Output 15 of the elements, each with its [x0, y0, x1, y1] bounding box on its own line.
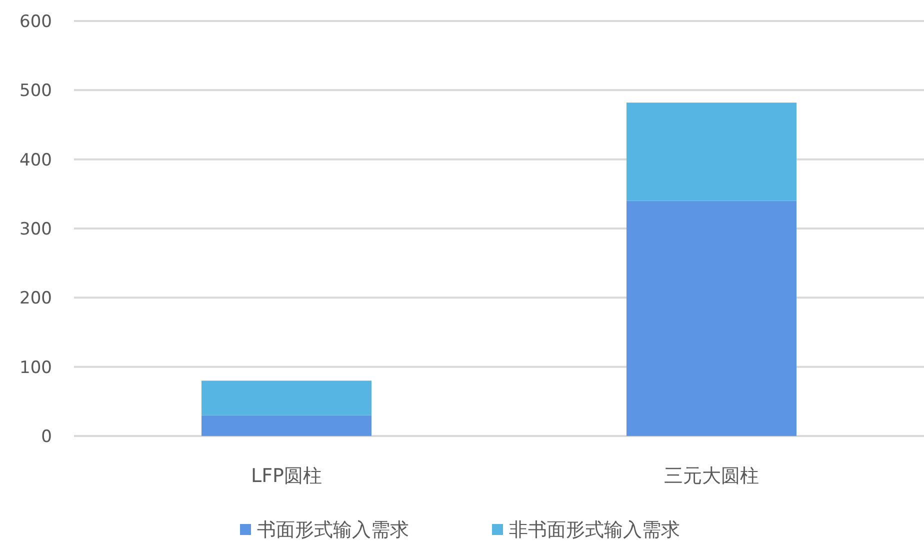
y-tick-label: 300 [20, 220, 52, 240]
x-tick-label: LFP圆柱 [251, 465, 322, 487]
bar [626, 200, 796, 436]
bar [626, 102, 796, 201]
bar [202, 415, 372, 436]
y-tick-label: 100 [20, 358, 52, 378]
x-tick-label: 三元大圆柱 [664, 465, 759, 487]
y-tick-label: 200 [20, 288, 52, 309]
y-tick-label: 400 [20, 150, 52, 170]
y-tick-label: 0 [41, 427, 52, 447]
legend-label: 非书面形式输入需求 [509, 519, 680, 541]
legend-label: 书面形式输入需求 [257, 519, 409, 541]
y-tick-label: 600 [20, 12, 52, 32]
bar [202, 380, 372, 416]
y-tick-label: 500 [20, 81, 52, 102]
